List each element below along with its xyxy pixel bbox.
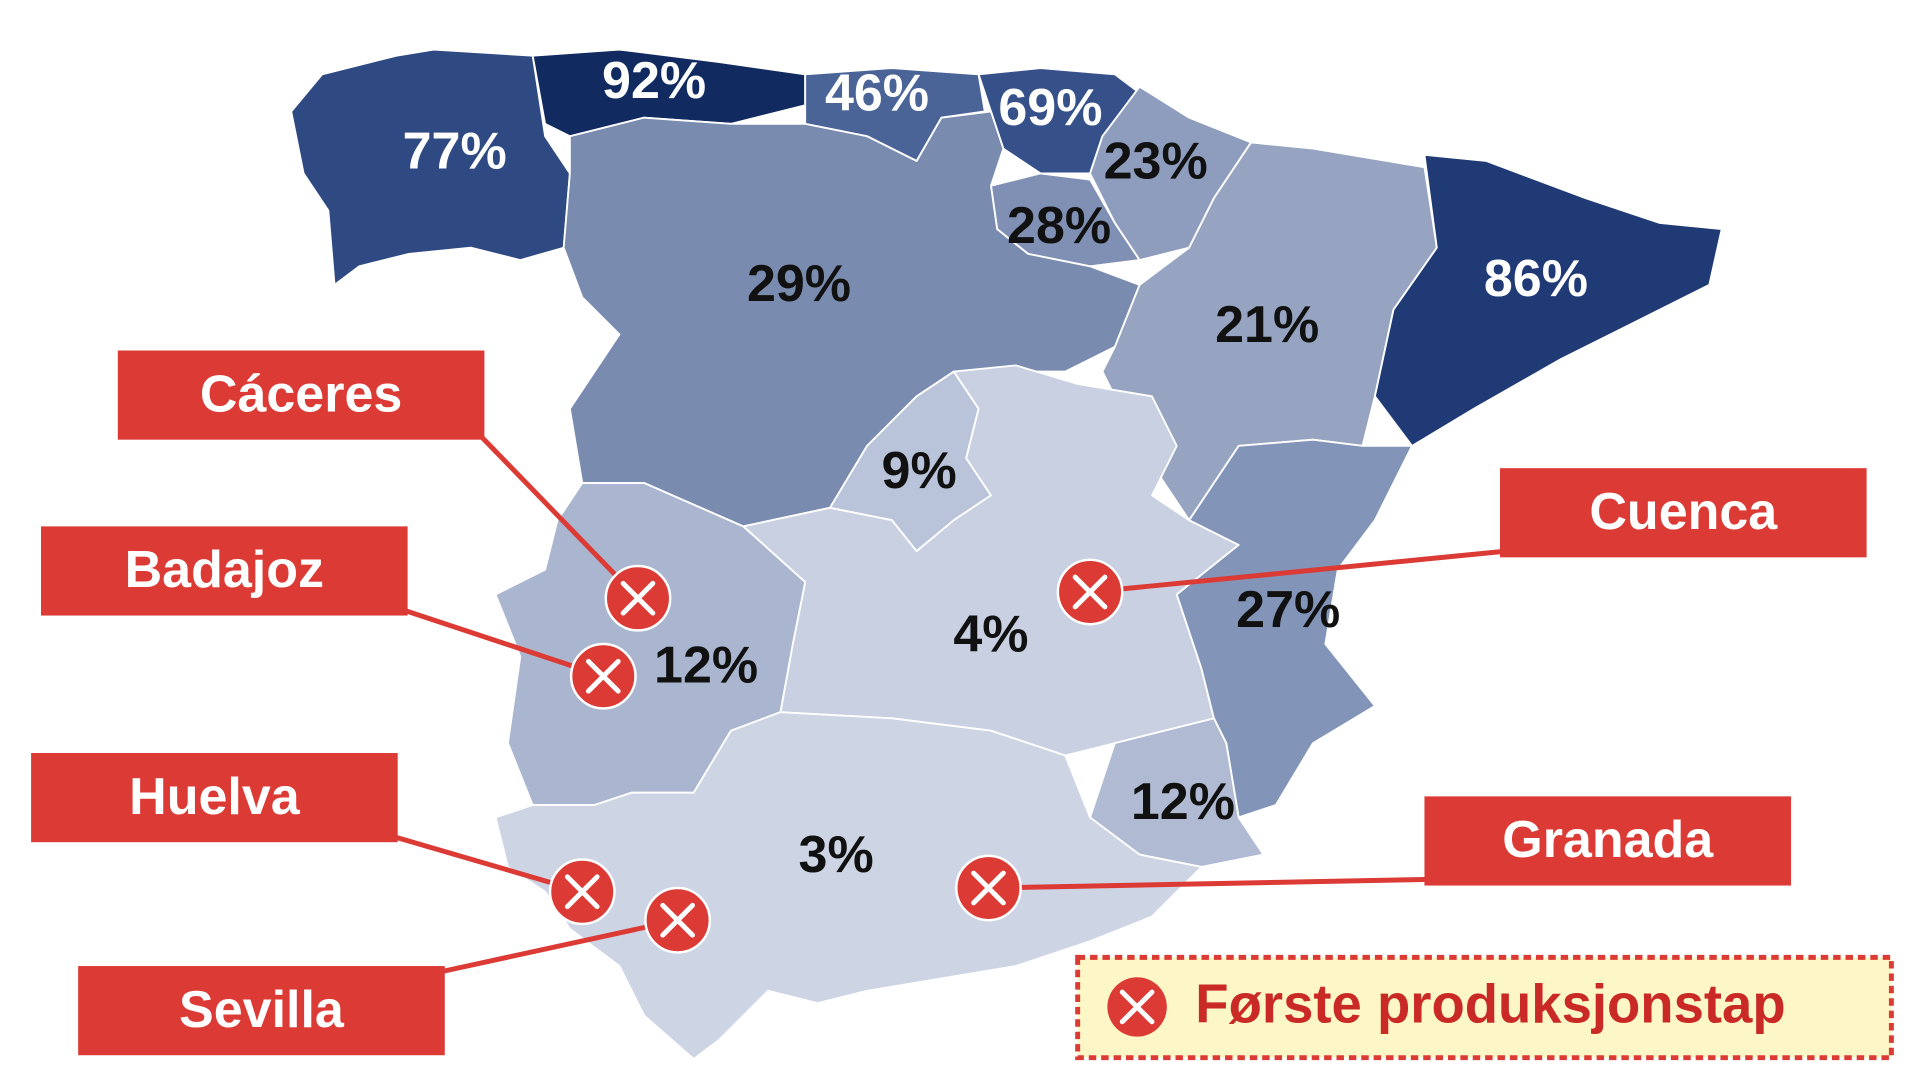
location-box: [1424, 796, 1792, 886]
region-label: 4%: [953, 606, 1028, 664]
location-marker-cross: [620, 580, 656, 616]
location-marker-cross: [1072, 574, 1108, 610]
region-label: 28%: [1007, 197, 1111, 255]
region: [531, 48, 807, 138]
region-label: 21%: [1215, 296, 1319, 354]
legend-box: [1075, 954, 1894, 1061]
location-marker-cross: [660, 902, 695, 938]
region-label: 86%: [1484, 250, 1588, 308]
location-marker-cross: [585, 658, 621, 694]
location-label: Granada: [1502, 811, 1714, 869]
region: [1373, 153, 1723, 447]
location-marker-cross: [564, 874, 600, 910]
region-label: 69%: [998, 79, 1102, 137]
connector: [400, 607, 605, 679]
region: [1089, 85, 1252, 262]
region-label: 46%: [825, 64, 929, 122]
region-label: 27%: [1236, 581, 1340, 639]
legend-icon-cross: [1119, 989, 1155, 1025]
connector: [1089, 548, 1507, 595]
regions: [290, 48, 1723, 1060]
connector: [476, 431, 640, 600]
location-box: [1500, 468, 1867, 558]
location-box: [41, 526, 408, 616]
locations: Cáceres Badajoz Huelva Sevilla Cuenca Granada: [31, 350, 1867, 1056]
location-label: Cuenca: [1589, 483, 1778, 541]
location-marker-cross: [971, 870, 1006, 906]
region-label: 23%: [1104, 132, 1208, 190]
legend-label: Første produksjonstap: [1195, 974, 1785, 1035]
region-label: 12%: [654, 637, 758, 695]
region: [1175, 438, 1413, 819]
connector: [438, 917, 679, 975]
region: [562, 110, 1141, 528]
region: [494, 711, 1203, 1060]
location-label: Sevilla: [179, 981, 345, 1039]
region-labels: 77% 92% 46% 69%23% 28% 29% 21% 86% 9% 4% 27% 12% 12%…: [403, 52, 1588, 884]
connector: [988, 876, 1431, 891]
location-box: [31, 753, 398, 843]
location-label: Cáceres: [200, 365, 402, 423]
region-label: 77%: [403, 123, 507, 181]
location-box: [117, 350, 485, 440]
location-label: Badajoz: [125, 541, 324, 599]
region-label: 9%: [882, 442, 957, 500]
region-label: 92%: [602, 52, 706, 110]
location-label: Huelva: [129, 768, 301, 826]
region-label: 3%: [799, 826, 874, 884]
location-box: [78, 966, 445, 1056]
legend: Første produksjonstap: [1075, 954, 1894, 1061]
region-label: 12%: [1131, 773, 1235, 831]
region: [290, 48, 571, 286]
region-label: 29%: [747, 255, 851, 313]
